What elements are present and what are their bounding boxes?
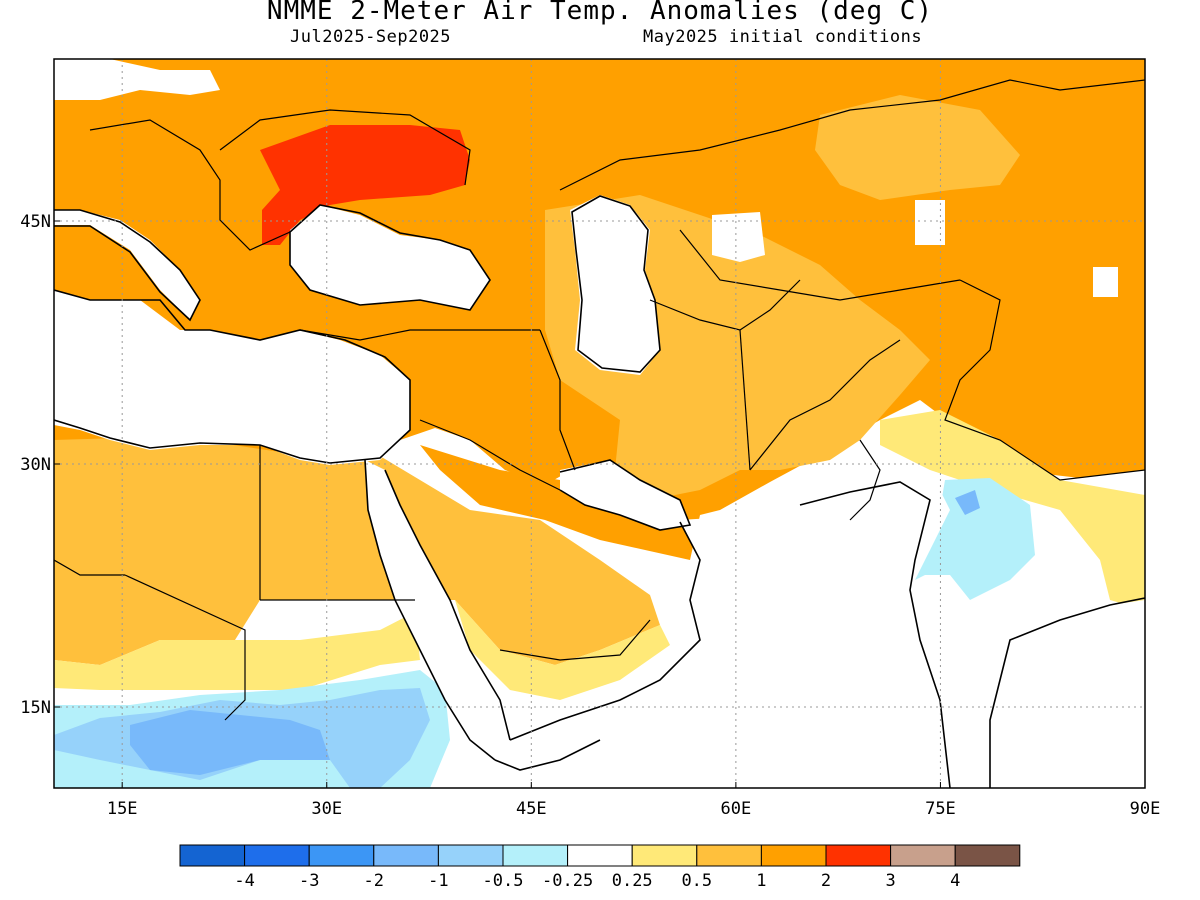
anomaly-region-yellow-himalaya [880, 410, 1145, 610]
border-libya-chad [124, 574, 246, 640]
border-china-west [944, 279, 1145, 481]
colorbar-label: 2 [821, 871, 831, 891]
colorbar-label: -1 [428, 871, 448, 891]
initial-conditions: May2025 initial conditions [643, 27, 923, 47]
colorbar-swatch [760, 844, 827, 867]
colorbar-swatch [502, 844, 569, 867]
colorbar-label: -2 [364, 871, 384, 891]
colorbar-label: 1 [756, 871, 766, 891]
coastlines [54, 195, 1145, 788]
border-iraq-iran [539, 329, 576, 471]
blank-black-sea [290, 205, 490, 310]
coastline-persian-gulf [559, 459, 692, 531]
coastline-mediterranean [54, 289, 411, 464]
colorbar-swatch [696, 844, 762, 867]
border-afghanistan-pakistan [749, 339, 901, 471]
blank-persian-gulf [560, 460, 690, 530]
colorbar-swatch [244, 844, 310, 867]
coastline-adriatic [54, 209, 201, 322]
lon-tick-label: 75E [925, 799, 956, 819]
blank-arabian-sea [510, 470, 950, 788]
anomaly-region-yellow-yemen [455, 600, 670, 700]
blank-issyk-kul [1093, 267, 1118, 297]
coastline-red-sea-west [364, 459, 496, 761]
blank-adriatic-balkans [54, 210, 200, 320]
colorbar-swatch [890, 844, 956, 867]
colorbar-swatch [437, 844, 504, 867]
anomaly-region-cyan-india [905, 478, 1035, 600]
lat-tick-label: 45N [20, 212, 51, 232]
border-kazakhstan-south [679, 229, 961, 301]
map-title: NMME 2-Meter Air Temp. Anomalies (deg C) [266, 0, 934, 26]
colorbar-swatch [825, 844, 892, 867]
border-iran-afghanistan [739, 329, 751, 471]
lat-tick-label: 30N [20, 455, 51, 475]
anomaly-region-blue-sahel [130, 710, 330, 775]
anomaly-region-red-ukraine [260, 125, 470, 245]
border-turkmenistan [649, 279, 801, 331]
border-turkey-syria [299, 329, 540, 341]
colorbar-label: 0.5 [681, 871, 712, 891]
colorbar-swatch [308, 844, 375, 867]
forecast-period: Jul2025-Sep2025 [290, 27, 452, 47]
colorbar: -4 -3 -2 -1 -0.5 -0.25 0.25 0.5 1 2 3 4 [179, 844, 1021, 891]
colorbar-label: -0.25 [542, 871, 593, 891]
colorbar-label: -3 [299, 871, 319, 891]
lon-tick-label: 45E [516, 799, 547, 819]
colorbar-label: -0.5 [483, 871, 524, 891]
map-frame [53, 58, 1146, 789]
colorbar-swatch [179, 844, 246, 867]
lon-tick-label: 30E [311, 799, 342, 819]
blank-red-sea [365, 460, 510, 760]
coastline-caspian-sea [571, 195, 661, 373]
border-algeria-libya [54, 559, 125, 576]
border-saudi-iraq [419, 419, 561, 491]
blank-north-sea-edge [54, 59, 220, 100]
coastline-red-sea-east [384, 469, 511, 741]
blank-lake-balkhash [915, 200, 945, 245]
colorbar-label: 0.25 [612, 871, 653, 891]
blank-caspian-sea [570, 195, 660, 375]
anomaly-region-blue-india [955, 490, 980, 515]
border-ukraine [219, 109, 471, 186]
border-kazakhstan-russia [559, 79, 1145, 191]
coastline-horn-of-africa [494, 739, 601, 771]
anomaly-region-yellow-sahel [54, 612, 420, 690]
border-saudi-yemen [499, 619, 651, 661]
coastline-arabia-south [509, 521, 701, 741]
grid-lines [54, 59, 1145, 788]
colorbar-swatch [567, 844, 633, 867]
coastline-india [799, 481, 951, 788]
border-europe-interior [89, 119, 291, 251]
lon-tick-label: 15E [107, 799, 138, 819]
shaded-anomaly-field [54, 59, 1145, 788]
colorbar-swatch [631, 844, 698, 867]
lon-tick-label: 60E [721, 799, 752, 819]
coastline-black-sea [289, 204, 491, 311]
blank-bay-of-bengal [990, 600, 1145, 788]
lon-tick-label: 90E [1130, 799, 1161, 819]
lat-tick-label: 15N [20, 698, 51, 718]
colorbar-label: 3 [885, 871, 895, 891]
colorbar-swatch [954, 844, 1021, 867]
coastline-india-east [989, 597, 1145, 788]
blank-aral-sea [712, 212, 765, 262]
border-sudan-chad [224, 640, 246, 721]
anomaly-region-light-orange-kazakh [815, 95, 1020, 200]
anomaly-region-orange-south [54, 438, 660, 665]
colorbar-swatch [373, 844, 439, 867]
blank-mediterranean [54, 290, 410, 465]
border-pakistan-india [849, 439, 881, 521]
colorbar-label: -4 [234, 871, 254, 891]
axis-labels: 15E 30E 45E 60E 75E 90E 45N 30N 15N [20, 212, 1160, 819]
anomaly-region-arabia-core [420, 445, 700, 560]
colorbar-label: 4 [950, 871, 960, 891]
borders [54, 79, 1145, 721]
